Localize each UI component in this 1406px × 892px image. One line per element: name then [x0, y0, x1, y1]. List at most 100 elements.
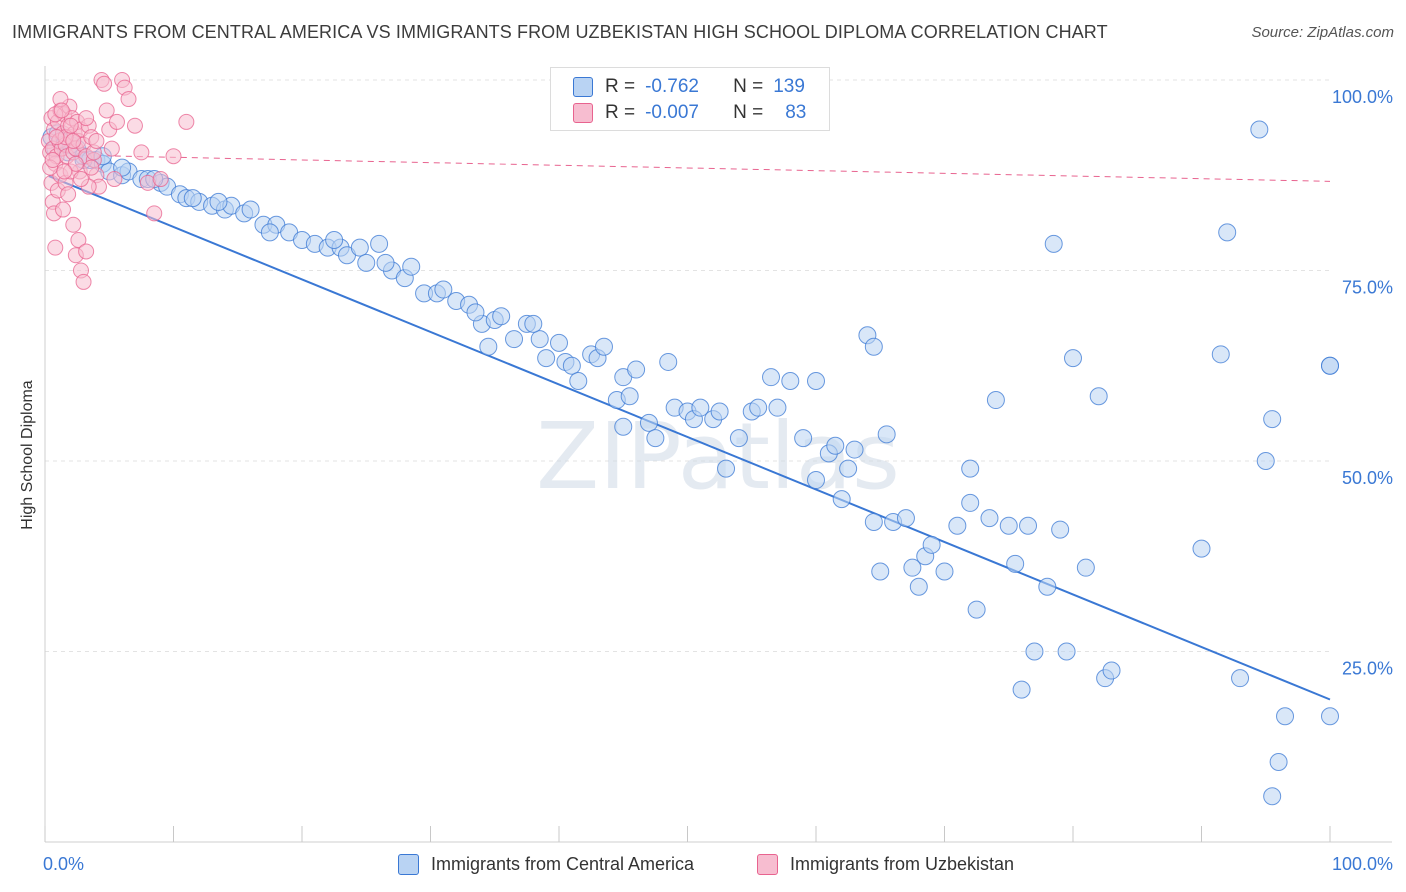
data-point-blue: [434, 280, 453, 299]
y-tick-label: 50.0%: [1342, 468, 1393, 488]
data-point-blue: [350, 238, 369, 257]
data-point-blue: [832, 490, 851, 509]
bottom-legend-swatch-blue: [398, 853, 419, 875]
data-point-blue: [710, 402, 729, 421]
data-point-blue: [749, 398, 768, 417]
data-point-blue: [980, 509, 999, 528]
data-point-pink: [133, 144, 150, 161]
data-point-blue: [1051, 520, 1070, 539]
bottom-legend-label: Immigrants from Uzbekistan: [790, 853, 1015, 874]
data-point-blue: [1006, 554, 1025, 573]
data-point-blue: [241, 200, 260, 219]
data-point-pink: [67, 155, 84, 172]
data-point-pink: [72, 171, 89, 188]
data-point-blue: [1256, 452, 1275, 470]
chart-title: IMMIGRANTS FROM CENTRAL AMERICA VS IMMIG…: [12, 22, 1108, 42]
data-point-blue: [986, 391, 1005, 410]
data-point-blue: [1276, 707, 1295, 726]
data-point-pink: [44, 152, 61, 169]
legend-n-label: N =: [733, 102, 764, 123]
data-point-blue: [1263, 410, 1282, 429]
data-point-blue: [1321, 356, 1339, 375]
data-point-pink: [48, 129, 65, 146]
y-tick-label: 75.0%: [1342, 278, 1393, 298]
data-point-blue: [479, 337, 498, 356]
axes: [44, 66, 1392, 843]
data-point-blue: [922, 535, 941, 554]
data-point-blue: [325, 231, 344, 250]
data-point-blue: [768, 398, 787, 417]
data-point-blue: [999, 516, 1018, 535]
data-point-blue: [1250, 120, 1269, 139]
y-tick-label: 100.0%: [1332, 87, 1393, 107]
legend-n-value: 139: [773, 76, 805, 97]
data-point-blue: [1019, 516, 1038, 535]
data-point-blue: [864, 512, 883, 531]
bottom-legend-central-america: Immigrants from Central America: [398, 852, 694, 876]
data-point-blue: [1064, 349, 1082, 368]
data-point-blue: [402, 257, 421, 276]
data-point-blue: [839, 459, 858, 478]
data-point-blue: [794, 429, 813, 448]
data-points: [40, 71, 1339, 806]
data-point-blue: [594, 337, 613, 356]
data-point-blue: [961, 493, 980, 512]
data-point-blue: [260, 223, 279, 242]
legend-r-value: -0.762: [645, 76, 699, 97]
x-tick-label: 0.0%: [43, 854, 84, 874]
data-point-blue: [729, 429, 748, 448]
data-point-blue: [961, 459, 980, 478]
data-point-blue: [1038, 577, 1057, 596]
source-label: Source: ZipAtlas.com: [1251, 24, 1394, 41]
bottom-legend-uzbekistan: Immigrants from Uzbekistan: [757, 852, 1014, 876]
data-point-pink: [120, 91, 137, 108]
data-point-blue: [1192, 539, 1211, 558]
legend-r-value: -0.007: [645, 102, 699, 123]
trendline-blue: [48, 175, 1331, 701]
data-point-pink: [98, 102, 115, 119]
data-point-blue: [948, 516, 967, 535]
legend-r-label: R =: [605, 76, 636, 97]
legend-row-central-america: R = -0.762 N = 139: [573, 75, 805, 99]
correlation-legend: R = -0.762 N = 139 R = -0.007 N = 83: [550, 67, 830, 131]
data-point-pink: [126, 117, 143, 134]
data-point-blue: [896, 509, 915, 528]
data-point-blue: [1321, 707, 1339, 726]
data-point-blue: [614, 417, 633, 436]
data-point-blue: [1102, 661, 1121, 680]
data-point-pink: [56, 163, 73, 180]
data-point-pink: [70, 232, 87, 249]
data-point-pink: [103, 140, 120, 157]
legend-swatch-blue: [573, 77, 593, 97]
x-tick-label: 100.0%: [1332, 854, 1393, 874]
data-point-blue: [357, 253, 376, 272]
data-point-pink: [78, 243, 95, 260]
data-point-blue: [909, 577, 928, 596]
data-point-pink: [54, 201, 71, 218]
data-point-blue: [826, 436, 845, 455]
data-point-blue: [537, 349, 556, 368]
data-point-pink: [83, 159, 100, 176]
data-point-blue: [781, 371, 800, 390]
data-point-blue: [659, 352, 678, 371]
data-point-blue: [1231, 669, 1250, 688]
data-point-blue: [691, 398, 710, 417]
data-point-blue: [845, 440, 864, 459]
data-point-pink: [62, 117, 79, 134]
legend-row-uzbekistan: R = -0.007 N = 83: [573, 101, 806, 125]
legend-n-value: 83: [785, 102, 807, 123]
data-point-blue: [717, 459, 736, 478]
data-point-blue: [903, 558, 922, 577]
bottom-legend-label: Immigrants from Central America: [431, 853, 695, 874]
data-point-pink: [146, 205, 163, 222]
data-point-blue: [550, 333, 568, 352]
data-point-blue: [871, 562, 890, 581]
data-point-blue: [1057, 642, 1076, 661]
bottom-legend-swatch-pink: [757, 853, 778, 875]
data-point-pink: [65, 216, 82, 233]
data-point-blue: [209, 192, 228, 211]
y-tick-label: 25.0%: [1342, 659, 1393, 679]
data-point-pink: [78, 110, 95, 127]
data-point-blue: [639, 413, 658, 432]
